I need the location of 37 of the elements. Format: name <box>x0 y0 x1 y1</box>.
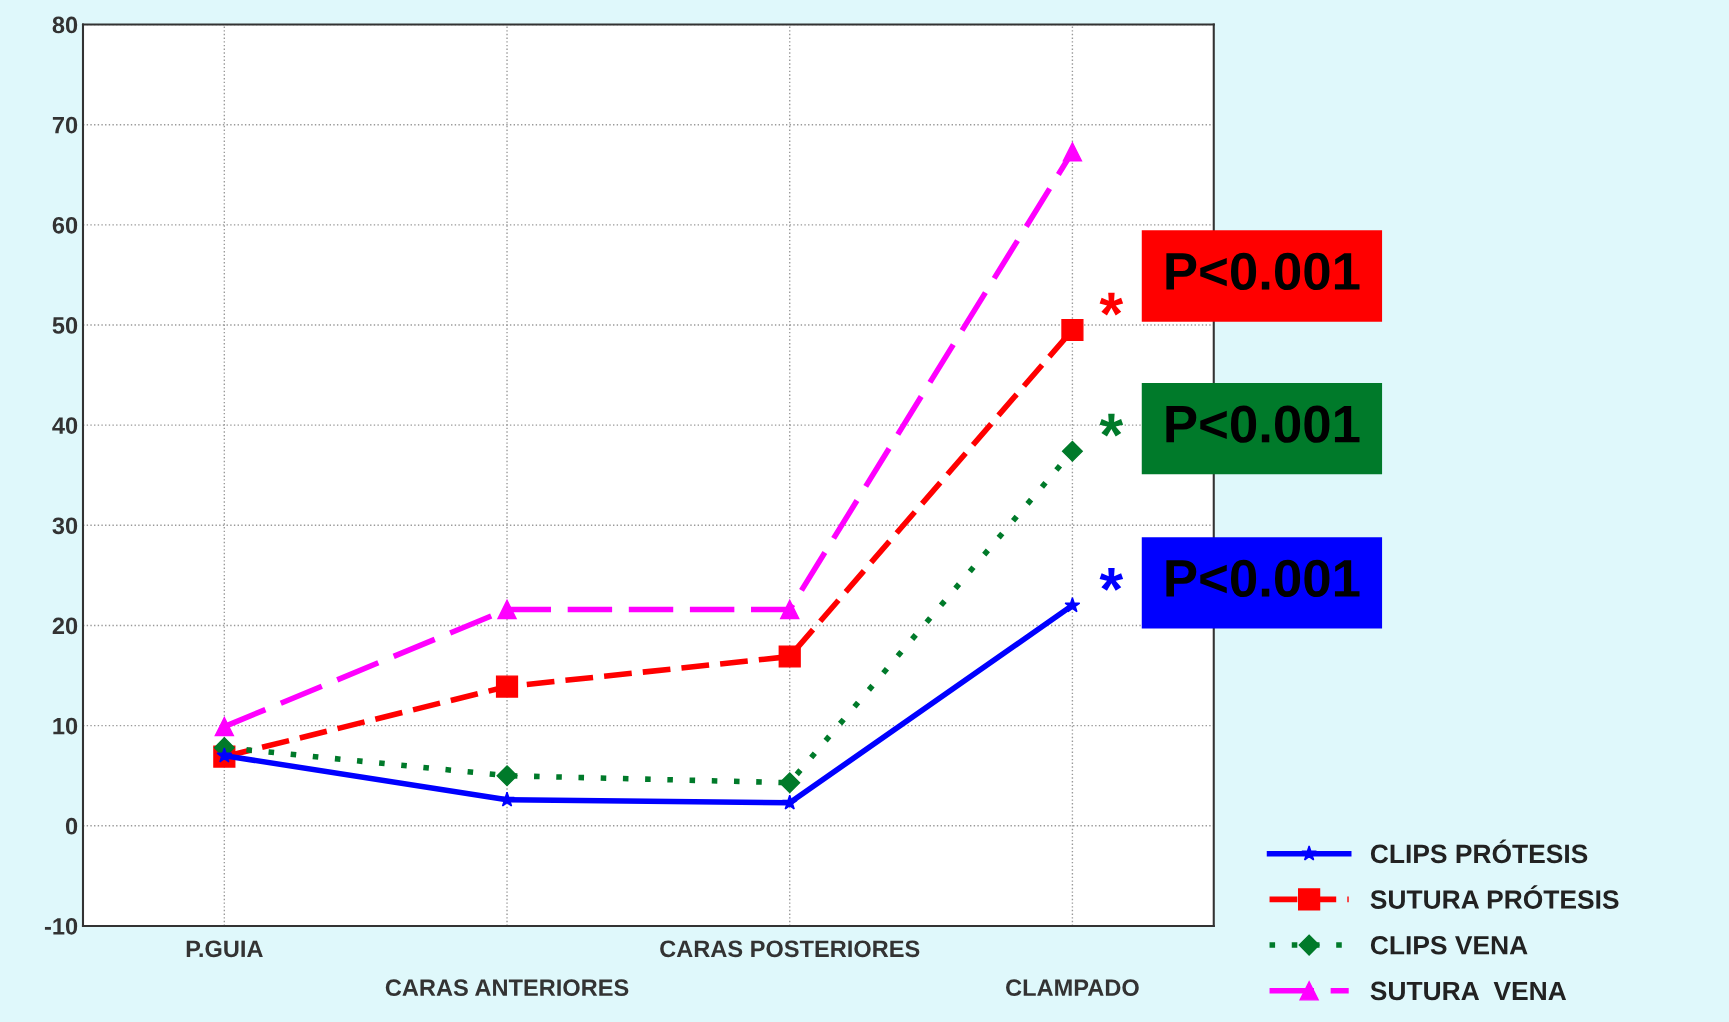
point <box>779 772 801 794</box>
point <box>499 791 515 807</box>
legend-label: CLIPS VENA <box>1370 935 1528 955</box>
y-tick-label: 40 <box>52 417 78 434</box>
point <box>1061 318 1084 342</box>
legend-label: CLIPS PRÓTESIS <box>1370 839 1588 864</box>
point <box>779 599 800 620</box>
y-tick-label: -10 <box>44 918 78 935</box>
x-tick-label: P.GUIA <box>186 940 263 958</box>
legend-label: SUTURA PRÓTESIS <box>1370 885 1619 909</box>
annotation: * <box>1099 292 1124 316</box>
y-tick-label: 50 <box>52 317 78 334</box>
annotation: * <box>1099 413 1124 437</box>
point <box>497 599 517 620</box>
annotation: P<0.001 <box>1166 559 1360 598</box>
point <box>495 675 519 698</box>
point <box>781 794 798 810</box>
y-tick-label: 10 <box>53 717 78 735</box>
point <box>496 765 518 787</box>
y-tick-label: 0 <box>65 817 78 835</box>
point <box>778 645 801 668</box>
y-tick-label: 60 <box>52 216 78 234</box>
x-tick-label: CARAS ANTERIORES <box>385 979 629 997</box>
y-tick-label: 70 <box>52 116 78 134</box>
y-tick-label: 80 <box>52 16 78 34</box>
x-tick-label: CLAMPADO <box>1006 979 1139 997</box>
point <box>1061 440 1083 462</box>
annotation: P<0.001 <box>1166 405 1360 443</box>
point <box>1062 142 1083 162</box>
annotation: * <box>1099 568 1124 591</box>
annotation: P<0.001 <box>1166 252 1360 291</box>
point <box>1064 597 1081 613</box>
x-tick-label: CARAS POSTERIORES <box>660 940 920 958</box>
point <box>214 716 235 737</box>
y-tick-label: 30 <box>52 517 78 535</box>
legend-label: SUTURA VENA <box>1370 981 1567 1001</box>
y-tick-label: 20 <box>52 617 78 635</box>
